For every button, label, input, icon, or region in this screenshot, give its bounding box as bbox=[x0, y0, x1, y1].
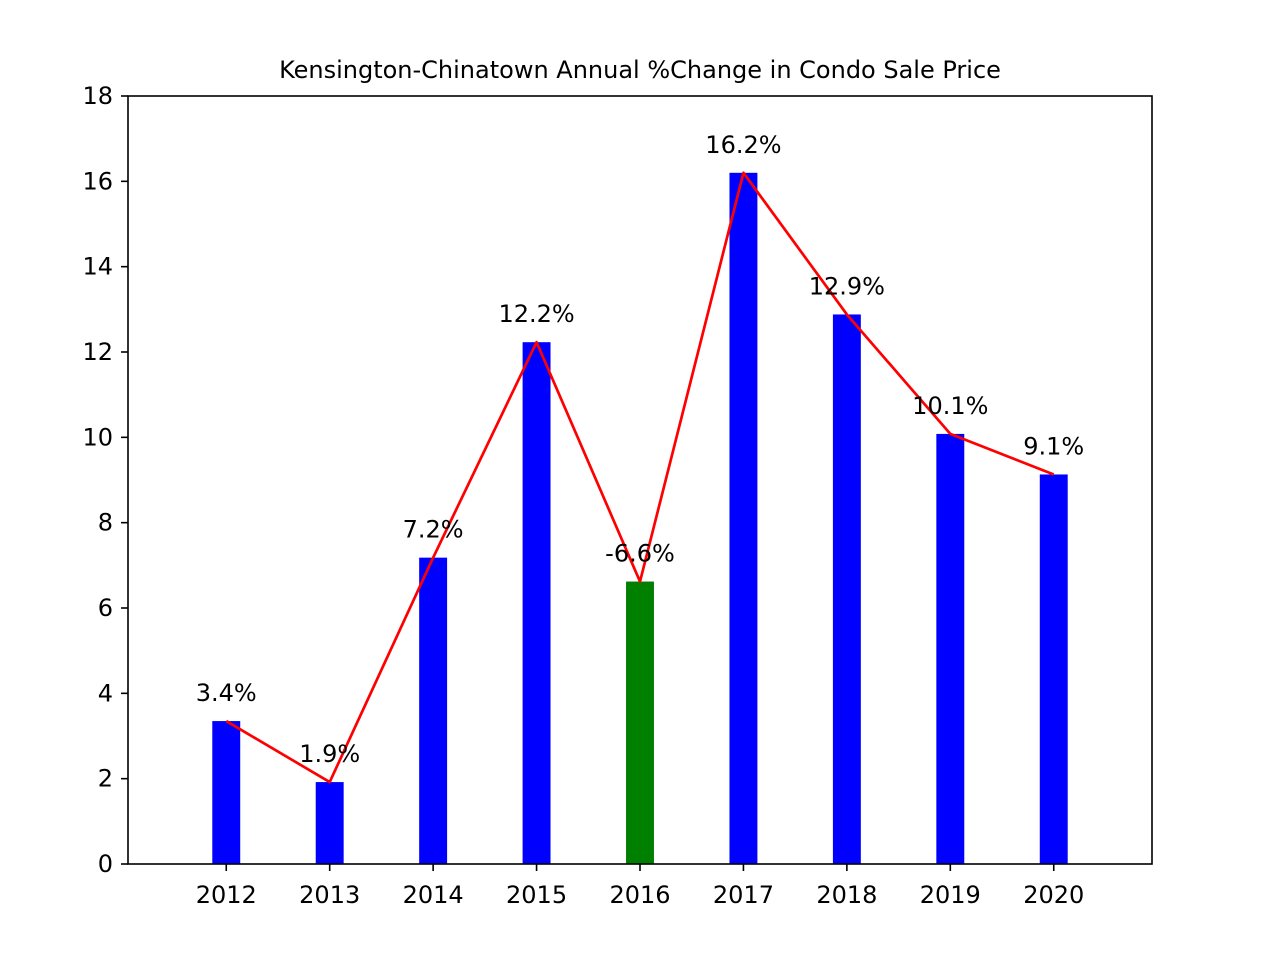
y-tick-label-16: 16 bbox=[82, 167, 113, 195]
data-label-2015: 12.2% bbox=[498, 300, 574, 328]
data-label-2012: 3.4% bbox=[196, 679, 257, 707]
bar-2012 bbox=[212, 721, 241, 864]
bar-2018 bbox=[832, 314, 861, 864]
y-tick-label-8: 8 bbox=[98, 509, 113, 537]
axes-layer: 2012 2013 2014 2015 2016 2017 2018 2019 2020 0 2 4 6… bbox=[82, 82, 1153, 909]
bar-2015 bbox=[522, 342, 551, 865]
chart-title: Kensington-Chinatown Annual %Change in C… bbox=[279, 56, 1001, 84]
y-tick-label-12: 12 bbox=[82, 338, 113, 366]
data-label-2013: 1.9% bbox=[299, 740, 360, 768]
bar-2013 bbox=[315, 782, 344, 864]
y-tick-label-10: 10 bbox=[82, 423, 113, 451]
bar-2014 bbox=[419, 557, 448, 864]
data-label-2018: 12.9% bbox=[809, 272, 885, 300]
x-tick-label-2015: 2015 bbox=[506, 881, 567, 909]
data-label-2020: 9.1% bbox=[1023, 432, 1084, 460]
trend-line-layer bbox=[225, 171, 1055, 784]
data-label-2019: 10.1% bbox=[912, 392, 988, 420]
y-tick-label-2: 2 bbox=[98, 765, 113, 793]
trend-line bbox=[225, 171, 1055, 784]
y-tick-label-4: 4 bbox=[98, 679, 113, 707]
bar-2017 bbox=[729, 172, 758, 865]
x-tick-label-2016: 2016 bbox=[609, 881, 670, 909]
x-tick-label-2018: 2018 bbox=[816, 881, 877, 909]
y-tick-label-0: 0 bbox=[98, 850, 113, 878]
y-tick-label-6: 6 bbox=[98, 594, 113, 622]
x-tick-label-2019: 2019 bbox=[920, 881, 981, 909]
y-tick-label-14: 14 bbox=[82, 253, 113, 281]
bar-2020 bbox=[1039, 474, 1068, 864]
x-tick-label-2012: 2012 bbox=[196, 881, 257, 909]
data-label-2017: 16.2% bbox=[705, 131, 781, 159]
y-tick-label-18: 18 bbox=[82, 82, 113, 110]
bar-2019 bbox=[936, 433, 965, 864]
x-tick-label-2013: 2013 bbox=[299, 881, 360, 909]
data-labels-layer: 3.4% 1.9% 7.2% 12.2% -6.6% 16.2% 12.9% 10.1% 9.1… bbox=[196, 131, 1084, 768]
x-tick-label-2017: 2017 bbox=[713, 881, 774, 909]
data-label-2014: 7.2% bbox=[403, 516, 464, 544]
bar-2016 bbox=[626, 581, 654, 864]
data-label-2016: -6.6% bbox=[605, 540, 675, 568]
x-tick-label-2020: 2020 bbox=[1023, 881, 1084, 909]
x-tick-label-2014: 2014 bbox=[403, 881, 464, 909]
bars-layer bbox=[212, 172, 1068, 865]
